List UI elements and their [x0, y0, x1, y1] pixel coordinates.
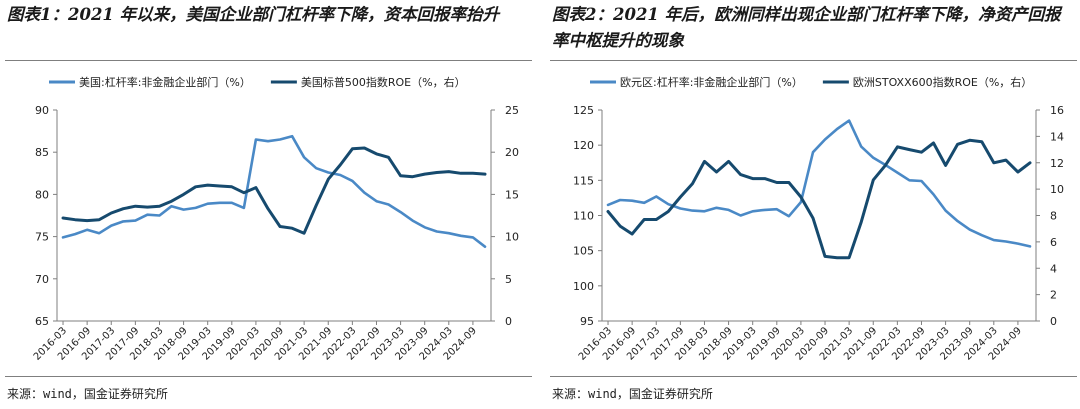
source-note: 来源：wind，国金证券研究所 [7, 387, 168, 401]
y-tick-label-right: 5 [505, 273, 512, 286]
source-divider [550, 376, 1077, 377]
y-tick-label-left: 90 [35, 104, 49, 117]
y-tick-label-right: 8 [1050, 210, 1057, 223]
source-divider [5, 376, 532, 377]
legend-label: 美国:杠杆率:非金融企业部门（%） [79, 75, 251, 89]
y-tick-label-left: 80 [35, 188, 49, 201]
y-tick-label-left: 105 [573, 245, 594, 258]
y-tick-label-left: 75 [35, 231, 49, 244]
series-line-right [606, 138, 1032, 260]
chart-panel-1: 图表1：2021 年以来，美国企业部门杠杆率下降，资本回报率抬升 65 70 75 8… [5, 0, 535, 409]
y-tick-label-left: 65 [35, 315, 49, 328]
y-tick-label-left: 70 [35, 273, 49, 286]
y-tick-label-right: 15 [505, 188, 519, 201]
y-tick-label-left: 110 [573, 210, 594, 223]
line-chart: 9510010511011512012502468101214162016-03… [573, 75, 1064, 363]
y-tick-label-right: 14 [1050, 130, 1064, 143]
source-note: 来源：wind，国金证券研究所 [552, 387, 713, 401]
y-tick-label-right: 4 [1050, 262, 1057, 275]
title-divider [550, 60, 1077, 61]
y-tick-label-right: 10 [1050, 183, 1064, 196]
y-tick-label-right: 6 [1050, 236, 1057, 249]
series-line-left [61, 134, 487, 248]
y-tick-label-left: 120 [573, 139, 594, 152]
y-tick-label-right: 0 [505, 315, 512, 328]
chart-panel-2: 图表2：2021 年后，欧洲同样出现企业部门杠杆率下降，净资产回报率中枢提升的现… [550, 0, 1080, 409]
chart-title: 图表2：2021 年后，欧洲同样出现企业部门杠杆率下降，净资产回报率中枢提升的现… [552, 5, 1061, 50]
title-divider [5, 60, 532, 61]
y-tick-label-left: 115 [573, 174, 594, 187]
legend-label: 欧洲STOXX600指数ROE（%，右） [853, 75, 1032, 89]
y-tick-label-right: 0 [1050, 315, 1057, 328]
y-tick-label-left: 125 [573, 104, 594, 117]
series-line-left [606, 119, 1032, 248]
y-tick-label-left: 100 [573, 280, 594, 293]
chart-title: 图表1：2021 年以来，美国企业部门杠杆率下降，资本回报率抬升 [7, 5, 500, 24]
series-line-right [61, 146, 487, 235]
y-tick-label-right: 16 [1050, 104, 1064, 117]
y-tick-label-right: 12 [1050, 157, 1064, 170]
y-tick-label-right: 10 [505, 231, 519, 244]
y-tick-label-right: 20 [505, 146, 519, 159]
y-tick-label-left: 95 [580, 315, 594, 328]
line-chart: 65707580859005101520252016-032016-092017… [32, 75, 519, 363]
legend-label: 美国标普500指数ROE（%，右） [301, 75, 466, 89]
y-tick-label-left: 85 [35, 146, 49, 159]
y-tick-label-right: 2 [1050, 289, 1057, 302]
legend-label: 欧元区:杠杆率:非金融企业部门（%） [620, 75, 803, 89]
y-tick-label-right: 25 [505, 104, 519, 117]
